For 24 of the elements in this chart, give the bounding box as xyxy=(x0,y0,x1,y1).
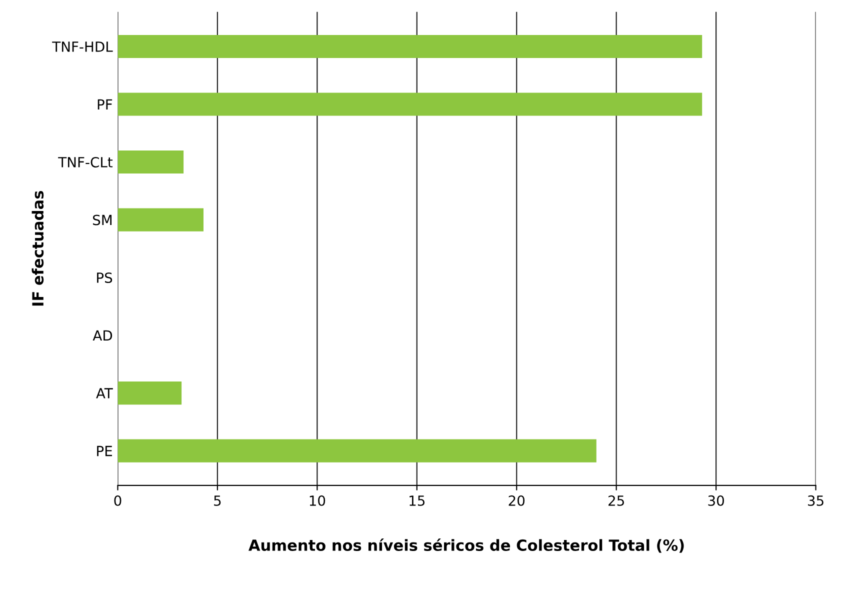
y-tick-label: AT xyxy=(96,388,113,398)
y-tick-label: PE xyxy=(97,446,112,456)
x-tick-label: 30 xyxy=(708,495,724,506)
bar xyxy=(118,34,702,58)
y-tick-label: AD xyxy=(92,330,112,341)
y-tick-label: SM xyxy=(92,214,112,226)
x-tick-label: 20 xyxy=(508,495,525,506)
bar xyxy=(118,381,182,405)
y-tick-label: PS xyxy=(97,272,112,283)
x-tick-label: 25 xyxy=(608,495,624,506)
y-tick-label: PF xyxy=(98,99,112,110)
x-tick-label: 15 xyxy=(410,496,425,506)
x-tick-label: 5 xyxy=(214,496,221,506)
bar xyxy=(118,92,702,116)
y-tick-label: TNF-HDL xyxy=(52,42,113,52)
y-axis-title: IF efectuadas xyxy=(32,191,44,306)
x-tick-label: 10 xyxy=(310,495,326,506)
bar xyxy=(118,439,596,462)
x-tick-label: 0 xyxy=(114,495,122,506)
y-tick-label: TNF-CLt xyxy=(58,156,113,168)
bar xyxy=(118,150,184,174)
x-axis-title: Aumento nos níveis séricos de Colesterol Total (%) xyxy=(248,538,684,553)
x-tick-label: 35 xyxy=(808,495,824,506)
bar xyxy=(118,208,204,232)
